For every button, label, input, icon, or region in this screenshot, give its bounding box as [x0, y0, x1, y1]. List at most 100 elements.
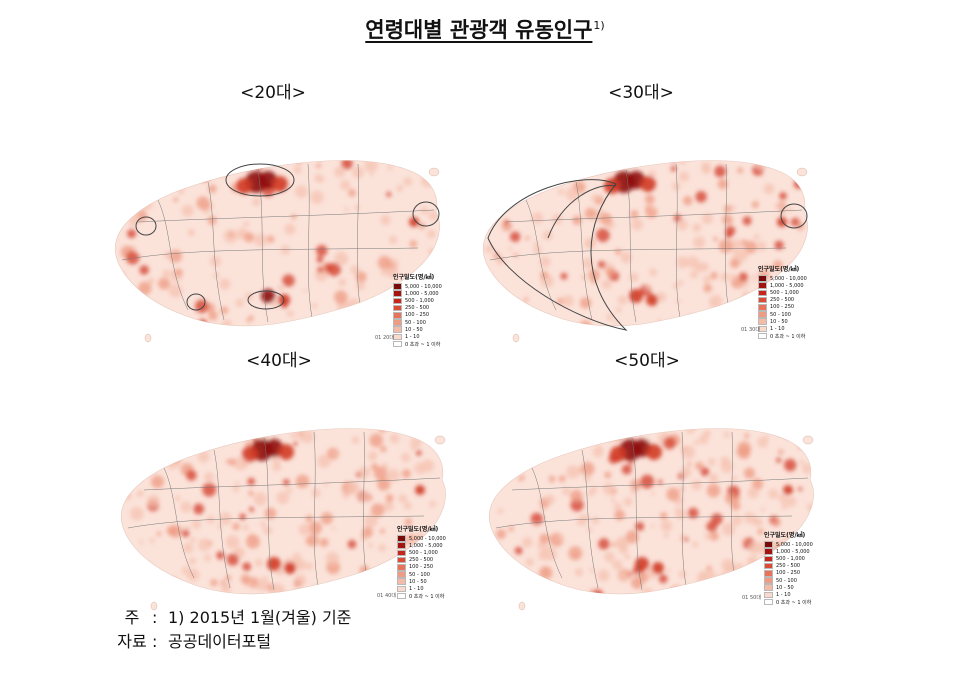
- density-spot: [657, 479, 663, 485]
- density-spot: [245, 534, 260, 549]
- density-spot: [771, 428, 780, 432]
- panel-label-30s: <30대>: [608, 83, 674, 103]
- density-spot: [217, 524, 223, 530]
- legend-label: 0 초과 ~ 1 이하: [409, 593, 445, 600]
- map-panel-30s: <30대>: [456, 78, 826, 368]
- map-panel-40s: <40대>: [94, 346, 464, 636]
- density-spot: [784, 428, 793, 437]
- density-spot: [226, 553, 239, 566]
- density-spot: [744, 433, 750, 439]
- density-spot: [492, 317, 502, 326]
- density-spot: [121, 559, 130, 569]
- density-spot: [166, 525, 177, 536]
- density-spot: [303, 288, 308, 293]
- highlight-ellipse: [487, 179, 628, 331]
- density-spot: [741, 239, 747, 245]
- density-spot: [722, 214, 733, 225]
- density-spot: [755, 576, 763, 584]
- density-spot: [658, 574, 668, 584]
- density-spot: [783, 458, 797, 472]
- legend-label: 500 - 1,000: [405, 297, 434, 304]
- legend-swatch: [764, 577, 773, 584]
- density-spot: [232, 485, 240, 493]
- density-spot: [419, 428, 426, 431]
- boundary-line: [157, 199, 189, 311]
- density-spot: [136, 298, 145, 307]
- density-spot: [584, 474, 592, 482]
- source-row: 자료 : 공공데이터포털: [112, 630, 351, 654]
- density-spot: [218, 278, 231, 290]
- density-spot: [558, 433, 570, 444]
- density-spot: [674, 585, 681, 592]
- density-spot: [729, 258, 740, 269]
- hotspot: [278, 444, 294, 460]
- density-spot: [138, 201, 145, 208]
- density-spot: [327, 262, 341, 277]
- density-spot: [655, 291, 667, 303]
- density-spot: [568, 546, 583, 561]
- legend-item: 10 - 50: [393, 326, 453, 334]
- density-spot: [592, 446, 604, 458]
- panel-label-40s: <40대>: [246, 351, 312, 371]
- legend-swatch: [397, 592, 406, 600]
- density-spot: [596, 228, 610, 243]
- density-spot: [291, 214, 297, 220]
- density-spot: [750, 574, 759, 583]
- density-spot: [687, 507, 699, 519]
- hotspot: [610, 446, 626, 462]
- note-key: 주: [124, 608, 140, 627]
- density-spot: [630, 210, 639, 219]
- legend-swatch: [764, 591, 773, 599]
- density-spot: [351, 166, 364, 179]
- density-spot: [409, 240, 417, 248]
- boundary-line: [263, 437, 275, 591]
- density-spot: [360, 491, 372, 503]
- density-spot: [207, 540, 213, 546]
- legend-label: 5,000 - 10,000: [776, 541, 813, 548]
- density-spot: [290, 431, 298, 439]
- density-spot: [542, 230, 553, 241]
- density-spot: [147, 494, 160, 508]
- legend-item: 0 초과 ~ 1 이하: [397, 592, 457, 600]
- legend-item: 5,000 - 10,000: [758, 275, 818, 282]
- density-spot: [377, 255, 392, 270]
- density-spot: [635, 521, 645, 531]
- density-spot: [419, 428, 431, 434]
- density-spot: [557, 533, 565, 541]
- boundary-line: [675, 163, 681, 319]
- legend-label: 1,000 - 5,000: [409, 542, 443, 549]
- density-spot: [581, 462, 595, 476]
- density-spot: [385, 494, 394, 503]
- density-spot: [334, 290, 348, 304]
- boundary-line: [357, 163, 361, 307]
- density-spot: [263, 525, 273, 535]
- source-key: 자료: [117, 632, 147, 651]
- density-spot: [624, 553, 631, 560]
- density-spot: [310, 190, 324, 204]
- boundary-line: [163, 467, 195, 579]
- density-spot: [678, 485, 686, 493]
- density-spot: [491, 589, 497, 594]
- density-spot: [191, 519, 202, 530]
- density-spot: [409, 430, 415, 435]
- density-spot: [600, 213, 612, 225]
- density-spot: [610, 542, 616, 547]
- density-spot: [298, 434, 305, 441]
- density-spot: [513, 436, 519, 443]
- jeju-map-30s: [482, 160, 808, 343]
- density-spot: [130, 506, 144, 521]
- density-spot: [177, 175, 183, 181]
- density-spot: [533, 246, 542, 255]
- density-spot: [522, 317, 528, 322]
- legend-swatch: [397, 549, 406, 557]
- density-spot: [767, 488, 779, 500]
- density-spot: [507, 463, 516, 473]
- density-spot: [118, 165, 129, 176]
- density-spot: [254, 233, 268, 247]
- boundary-line: [127, 515, 425, 529]
- density-spot: [680, 466, 692, 478]
- legend-label: 500 - 1,000: [776, 555, 805, 562]
- density-spot: [509, 465, 517, 473]
- density-spot: [129, 223, 134, 228]
- density-spot: [347, 585, 353, 590]
